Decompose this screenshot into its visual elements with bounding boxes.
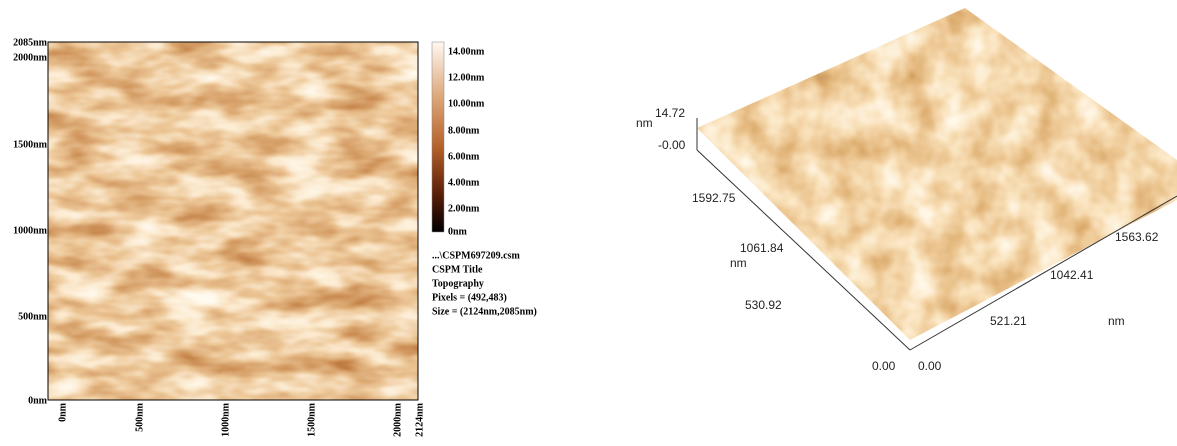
x-unit: nm <box>1108 314 1125 328</box>
colorbar-label: 4.00nm <box>448 177 480 188</box>
colorbar <box>432 42 444 232</box>
y-tick-label: 2000nm <box>13 52 48 63</box>
z-tick-label: -0.00 <box>658 138 686 152</box>
info-line: Size = (2124nm,2085nm) <box>432 306 537 317</box>
x-tick-label: 1000nm <box>220 402 231 437</box>
z-tick-label: 14.72 <box>655 106 685 120</box>
surface-texture <box>690 0 1177 345</box>
x-tick-label: 2000nm <box>392 402 403 437</box>
info-line: CSPM Title <box>432 264 483 275</box>
colorbar-label: 8.00nm <box>448 125 480 136</box>
y-tick-label: 1061.84 <box>740 241 784 255</box>
y-tick-label: 0.00 <box>872 359 896 373</box>
y-tick-label: 530.92 <box>745 298 782 312</box>
colorbar-label: 12.00nm <box>448 72 485 83</box>
z-unit: nm <box>636 116 653 130</box>
colorbar-label: 10.00nm <box>448 98 485 109</box>
colorbar-label: 0nm <box>448 226 468 237</box>
afm-figure: 2085nm 2000nm 1500nm 1000nm 500nm 0nm 0n… <box>0 0 1177 446</box>
x-tick-label: 1563.62 <box>1115 230 1159 244</box>
x-tick-label: 1042.41 <box>1050 268 1094 282</box>
info-line: Pixels = (492,483) <box>432 292 507 303</box>
colorbar-label: 2.00nm <box>448 203 480 214</box>
x-tick-label: 500nm <box>134 402 145 432</box>
y-tick-label: 2085nm <box>13 37 48 48</box>
x-tick-label: 1500nm <box>306 402 317 437</box>
y-tick-label: 500nm <box>18 311 48 322</box>
colorbar-label: 14.00nm <box>448 46 485 57</box>
info-line: ...\CSPM697209.csm <box>432 250 520 261</box>
y-unit: nm <box>730 256 747 270</box>
y-tick-label: 0nm <box>28 395 48 406</box>
topography-image <box>48 42 418 400</box>
x-tick-label: 521.21 <box>990 314 1027 328</box>
x-tick-label: 2124nm <box>414 402 425 437</box>
surface-3d <box>690 0 1177 345</box>
x-tick-label: 0nm <box>57 402 68 422</box>
y-tick-label: 1000nm <box>13 225 48 236</box>
colorbar-label: 6.00nm <box>448 151 480 162</box>
info-line: Topography <box>432 278 484 289</box>
y-tick-label: 1592.75 <box>692 191 736 205</box>
y-tick-label: 1500nm <box>13 139 48 150</box>
x-tick-label: 0.00 <box>918 359 942 373</box>
